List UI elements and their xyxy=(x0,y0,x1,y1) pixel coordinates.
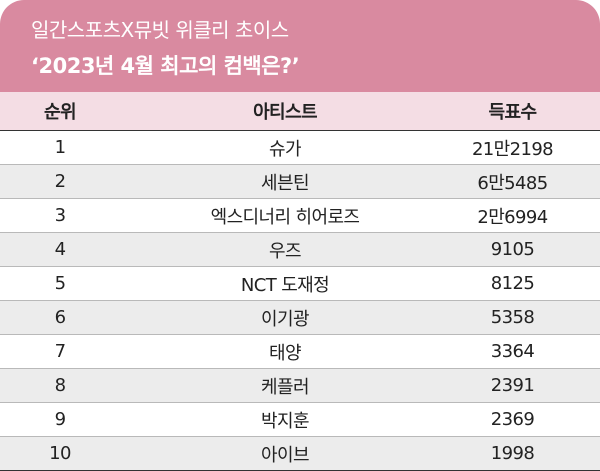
rank-cell: 7 xyxy=(54,341,66,362)
title-banner: 일간스포츠X뮤빗 위클리 초이스 ‘2023년 4월 최고의 컴백은?’ xyxy=(0,0,600,92)
rank-cell: 3 xyxy=(54,205,66,226)
votes-cell: 9105 xyxy=(490,239,535,260)
rank-cell: 10 xyxy=(49,443,71,464)
artist-cell: 아이브 xyxy=(261,444,309,466)
artist-cell: 케플러 xyxy=(261,376,309,398)
artist-cell: 슈가 xyxy=(269,138,302,160)
votes-cell: 8125 xyxy=(490,273,535,294)
table-header-row: 순위 아티스트 득표수 xyxy=(0,92,600,131)
table-row: 7 태양 3364 xyxy=(0,335,600,369)
artist-cell: NCT 도재정 xyxy=(240,274,330,296)
table-row: 6 이기광 5358 xyxy=(0,301,600,335)
column-header-votes: 득표수 xyxy=(488,102,537,123)
artist-cell: 우즈 xyxy=(269,240,302,262)
table-row: 5 NCT 도재정 8125 xyxy=(0,267,600,301)
rank-cell: 5 xyxy=(54,273,66,294)
rank-cell: 6 xyxy=(54,307,66,328)
rank-cell: 8 xyxy=(54,375,66,396)
ranking-table: 순위 아티스트 득표수 1 슈가 21만2198 2 세븐틴 6만5485 3 … xyxy=(0,92,600,471)
table-row: 8 케플러 2391 xyxy=(0,369,600,403)
table-row: 2 세븐틴 6만5485 xyxy=(0,165,600,199)
votes-cell: 5358 xyxy=(490,307,535,328)
artist-cell: 이기광 xyxy=(261,308,309,330)
table-row: 9 박지훈 2369 xyxy=(0,403,600,437)
votes-cell: 2369 xyxy=(490,409,535,430)
table-row: 1 슈가 21만2198 xyxy=(0,131,600,165)
column-header-artist: 아티스트 xyxy=(253,102,317,123)
table-row: 10 아이브 1998 xyxy=(0,437,600,471)
artist-cell: 박지훈 xyxy=(261,410,309,432)
votes-cell: 6만5485 xyxy=(477,172,548,194)
rank-cell: 1 xyxy=(54,137,66,158)
votes-cell: 2만6994 xyxy=(477,206,548,228)
votes-cell: 2391 xyxy=(490,375,535,396)
table-row: 3 엑스디너리 히어로즈 2만6994 xyxy=(0,199,600,233)
rank-cell: 4 xyxy=(54,239,66,260)
artist-cell: 엑스디너리 히어로즈 xyxy=(210,206,360,228)
column-header-rank: 순위 xyxy=(44,102,77,123)
artist-cell: 세븐틴 xyxy=(261,172,309,194)
rank-cell: 2 xyxy=(54,171,66,192)
table-row: 4 우즈 9105 xyxy=(0,233,600,267)
banner-title: ‘2023년 4월 최고의 컴백은?’ xyxy=(31,54,300,78)
banner-subtitle: 일간스포츠X뮤빗 위클리 초이스 xyxy=(31,18,289,42)
artist-cell: 태양 xyxy=(269,342,302,364)
votes-cell: 3364 xyxy=(490,341,535,362)
rank-cell: 9 xyxy=(54,409,66,430)
votes-cell: 21만2198 xyxy=(471,138,554,160)
votes-cell: 1998 xyxy=(490,443,535,464)
